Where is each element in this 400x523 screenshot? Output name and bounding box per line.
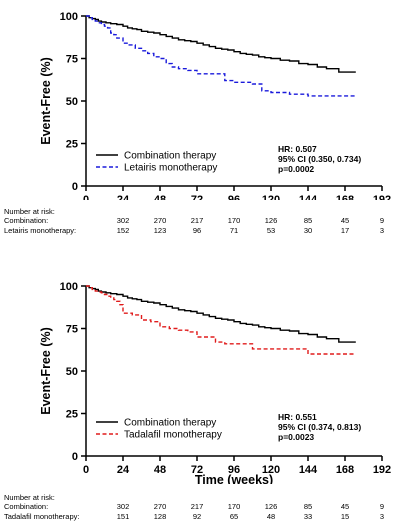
risk-count: 92 — [192, 512, 202, 521]
y-tick-label: 75 — [66, 54, 78, 66]
x-tick-label: 96 — [228, 194, 240, 200]
risk-count: 85 — [303, 502, 313, 511]
x-tick-label: 168 — [336, 464, 354, 476]
x-tick-label: 96 — [228, 464, 240, 476]
risk-table-row: Combination: 302 270 217 170 126 85 45 9 — [0, 216, 400, 226]
x-tick-label: 192 — [373, 194, 391, 200]
x-axis-title: Time (weeks) — [195, 473, 273, 484]
x-tick-label: 168 — [336, 194, 354, 200]
risk-count: 217 — [190, 502, 204, 511]
risk-row-label: Combination: — [4, 216, 49, 225]
risk-row-label: Letairis monotherapy: — [4, 226, 77, 235]
y-tick-label: 25 — [66, 409, 78, 421]
km-curve-combination — [86, 285, 356, 343]
risk-count: 17 — [340, 226, 350, 235]
risk-count: 217 — [190, 216, 204, 225]
x-tick-label: 120 — [262, 194, 280, 200]
legend-label: Combination therapy — [124, 151, 216, 162]
y-tick-label: 50 — [66, 366, 78, 378]
confidence-interval-text: 95% CI (0.374, 0.813) — [278, 422, 361, 432]
x-tick-label: 0 — [83, 194, 89, 200]
legend-label: Combination therapy — [124, 418, 216, 429]
risk-count: 302 — [116, 502, 130, 511]
x-tick-label: 120 — [262, 464, 280, 476]
risk-count: 33 — [303, 512, 313, 521]
km-plot-tadalafil: 0 25 50 75 100 0 24 48 72 96 120 144 168 192 Time (wee… — [39, 281, 391, 484]
risk-count: 85 — [303, 216, 313, 225]
risk-count: 3 — [379, 512, 385, 521]
risk-count: 9 — [379, 216, 385, 225]
x-tick-label: 0 — [83, 464, 89, 476]
y-tick-label: 75 — [66, 324, 78, 336]
risk-table-row: Letairis monotherapy: 152 123 96 71 53 30 17 3 — [0, 226, 400, 236]
p-value-text: p=0.0023 — [278, 432, 314, 442]
risk-count: 302 — [116, 216, 130, 225]
risk-row-label: Tadalafil monotherapy: — [4, 512, 80, 521]
y-tick-label: 100 — [60, 281, 78, 293]
hazard-ratio-text: HR: 0.507 — [278, 144, 317, 154]
risk-count: 151 — [116, 512, 130, 521]
km-panel-tadalafil: 0 25 50 75 100 0 24 48 72 96 120 144 168 192 Time (wee… — [0, 262, 400, 523]
x-tick-label: 192 — [373, 464, 391, 476]
risk-count: 128 — [153, 512, 167, 521]
risk-count: 45 — [340, 502, 350, 511]
risk-count: 65 — [229, 512, 239, 521]
risk-count: 45 — [340, 216, 350, 225]
risk-count: 53 — [266, 226, 276, 235]
risk-table-title: Number at risk: — [4, 493, 55, 502]
x-tick-label: 144 — [299, 464, 318, 476]
y-axis-title: Event-Free (%) — [39, 327, 53, 415]
hazard-ratio-text: HR: 0.551 — [278, 412, 317, 422]
legend-label: Tadalafil monotherapy — [124, 430, 222, 441]
y-tick-label: 25 — [66, 139, 78, 151]
risk-count: 126 — [264, 502, 278, 511]
y-tick-label: 100 — [60, 11, 78, 23]
risk-count: 71 — [229, 226, 239, 235]
risk-table-row: Combination: 302 270 217 170 126 85 45 9 — [0, 502, 400, 512]
risk-count: 9 — [379, 502, 385, 511]
p-value-text: p=0.0002 — [278, 164, 314, 174]
risk-count: 270 — [153, 216, 167, 225]
risk-count: 30 — [303, 226, 313, 235]
km-curve-monotherapy — [86, 15, 356, 97]
x-tick-label: 144 — [299, 194, 318, 200]
x-tick-label: 72 — [191, 194, 203, 200]
risk-count: 48 — [266, 512, 276, 521]
confidence-interval-text: 95% CI (0.350, 0.734) — [278, 154, 361, 164]
risk-count: 170 — [227, 502, 241, 511]
x-tick-label: 48 — [154, 464, 166, 476]
y-tick-label: 0 — [72, 181, 78, 193]
x-tick-label: 72 — [191, 464, 203, 476]
risk-count: 152 — [116, 226, 130, 235]
risk-count: 96 — [192, 226, 202, 235]
risk-count: 126 — [264, 216, 278, 225]
risk-count: 123 — [153, 226, 167, 235]
risk-table-title: Number at risk: — [4, 207, 55, 216]
risk-count: 15 — [340, 512, 350, 521]
y-tick-label: 0 — [72, 451, 78, 463]
y-axis-title: Event-Free (%) — [39, 57, 53, 145]
x-tick-label: 48 — [154, 194, 166, 200]
risk-table-row: Tadalafil monotherapy: 151 128 92 65 48 33 15 3 — [0, 512, 400, 522]
km-curve-combination — [86, 15, 356, 73]
x-tick-label: 24 — [117, 464, 130, 476]
km-curve-monotherapy — [86, 285, 356, 355]
y-tick-label: 50 — [66, 96, 78, 108]
x-tick-label: 24 — [117, 194, 130, 200]
risk-count: 270 — [153, 502, 167, 511]
risk-count: 170 — [227, 216, 241, 225]
legend-label: Letairis monotherapy — [124, 163, 217, 174]
risk-row-label: Combination: — [4, 502, 49, 511]
risk-count: 3 — [379, 226, 385, 235]
